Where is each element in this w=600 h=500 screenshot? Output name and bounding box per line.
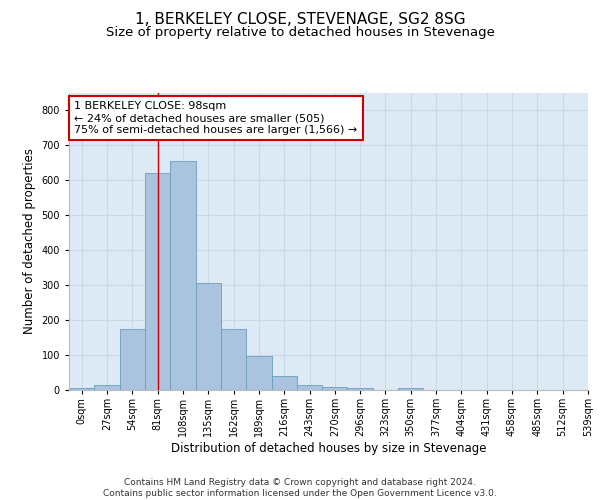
- Text: Contains HM Land Registry data © Crown copyright and database right 2024.
Contai: Contains HM Land Registry data © Crown c…: [103, 478, 497, 498]
- Bar: [94, 386, 119, 390]
- Text: Size of property relative to detached houses in Stevenage: Size of property relative to detached ho…: [106, 26, 494, 39]
- Bar: [297, 385, 322, 390]
- Bar: [145, 173, 170, 390]
- Bar: [170, 161, 196, 390]
- Bar: [246, 356, 272, 390]
- Bar: [221, 329, 246, 390]
- X-axis label: Distribution of detached houses by size in Stevenage: Distribution of detached houses by size …: [171, 442, 486, 455]
- Bar: [347, 388, 373, 390]
- Bar: [272, 376, 297, 390]
- Bar: [398, 388, 424, 390]
- Text: 1, BERKELEY CLOSE, STEVENAGE, SG2 8SG: 1, BERKELEY CLOSE, STEVENAGE, SG2 8SG: [134, 12, 466, 28]
- Y-axis label: Number of detached properties: Number of detached properties: [23, 148, 36, 334]
- Bar: [119, 329, 145, 390]
- Bar: [196, 283, 221, 390]
- Bar: [69, 388, 94, 390]
- Bar: [322, 386, 347, 390]
- Text: 1 BERKELEY CLOSE: 98sqm
← 24% of detached houses are smaller (505)
75% of semi-d: 1 BERKELEY CLOSE: 98sqm ← 24% of detache…: [74, 102, 358, 134]
